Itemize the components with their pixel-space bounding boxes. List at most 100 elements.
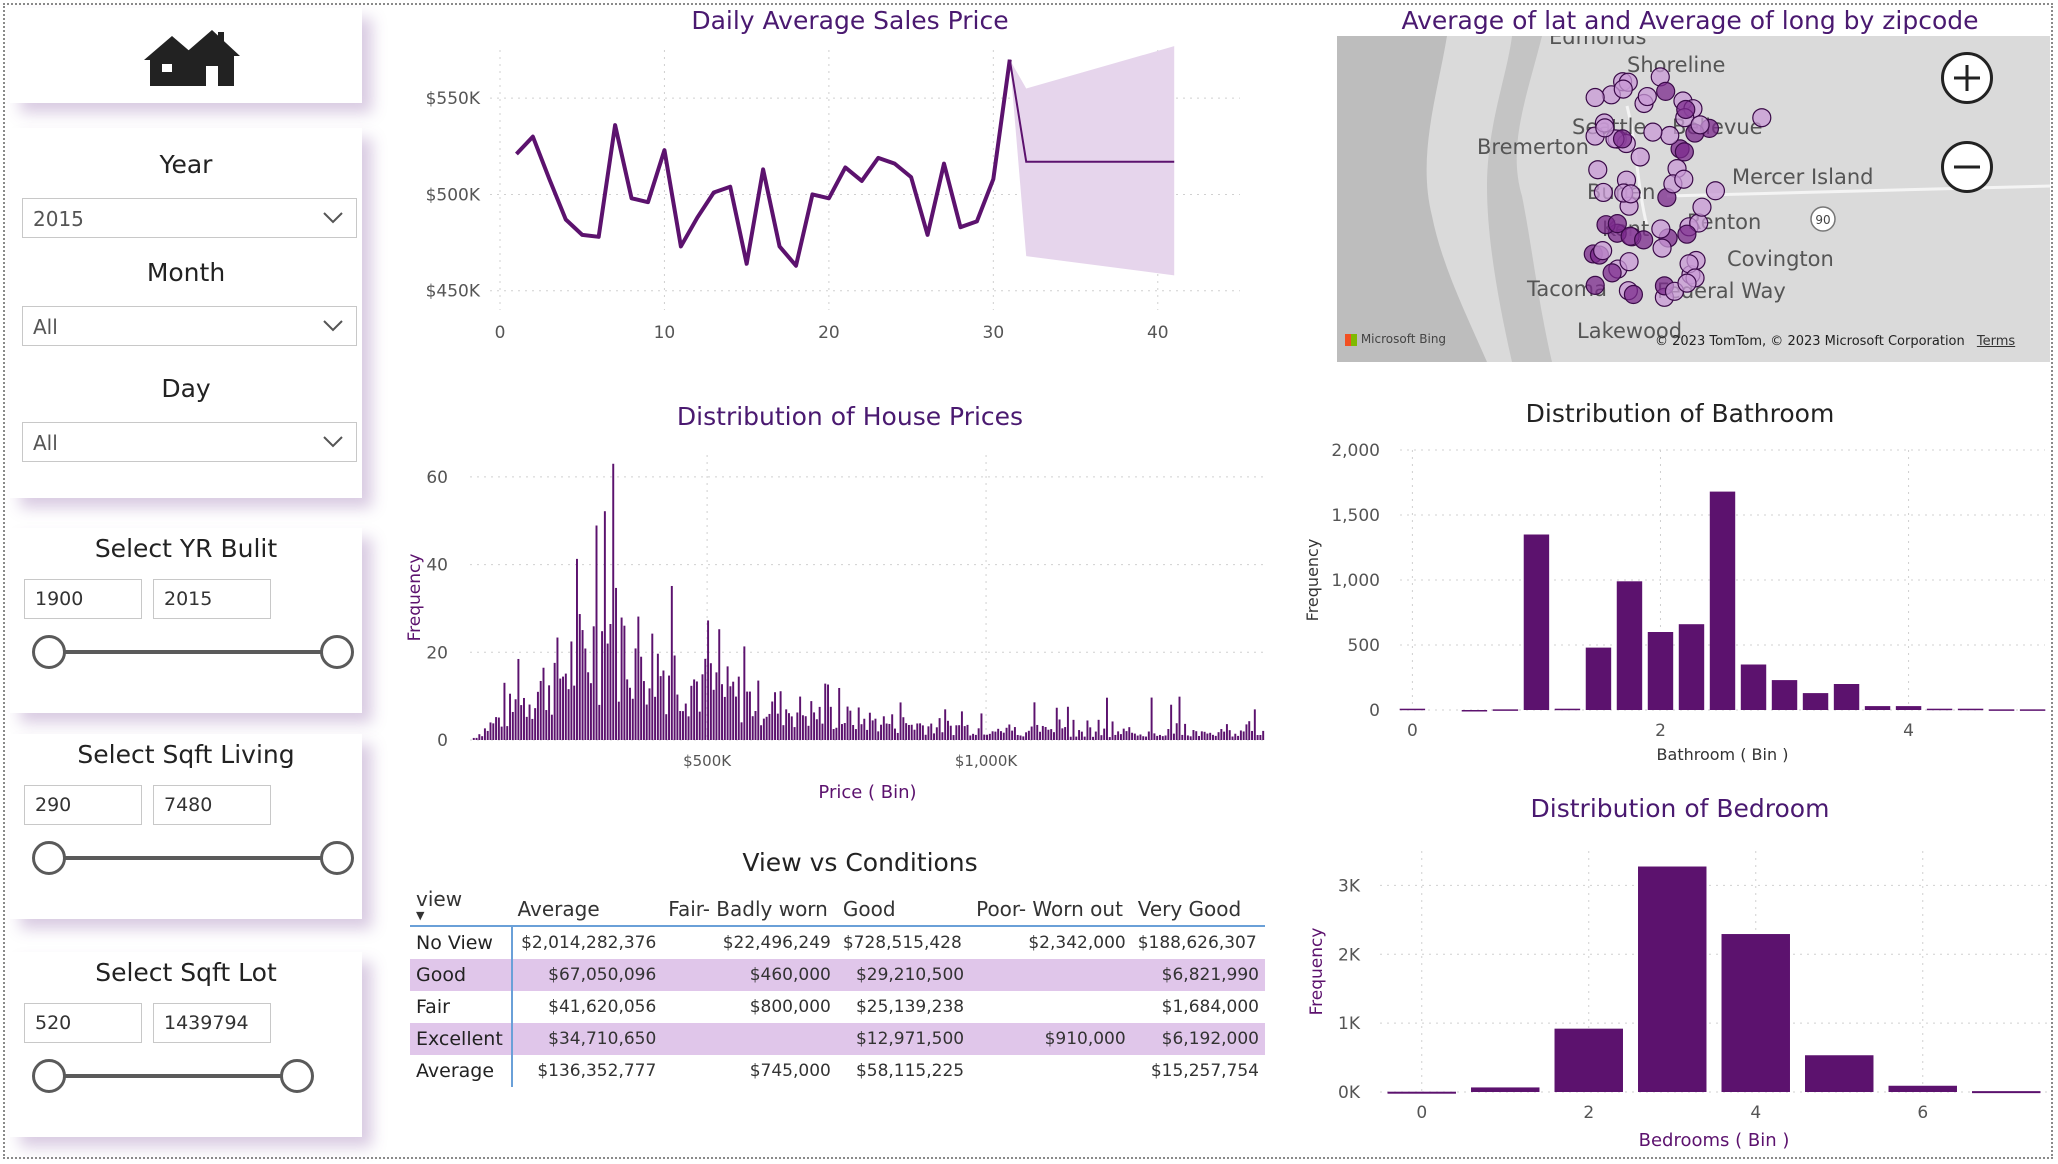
sort-descending-icon[interactable]: ▼ — [416, 909, 425, 922]
histogram-bar — [969, 735, 972, 740]
histogram-bar — [483, 728, 486, 740]
histogram-bar — [687, 716, 690, 740]
histogram-bar — [1214, 735, 1217, 740]
yr-built-slicer: Select YR Bulit 1900 2015 — [10, 528, 362, 713]
histogram-bar — [1025, 732, 1028, 740]
column-header-very-good[interactable]: Very Good — [1137, 897, 1242, 921]
zoom-out-button[interactable] — [1941, 141, 1993, 193]
month-dropdown[interactable]: All — [22, 306, 357, 346]
histogram-bar — [682, 711, 684, 740]
day-dropdown[interactable]: All — [22, 422, 357, 462]
histogram-bar — [567, 689, 570, 740]
yr-built-min-handle[interactable] — [32, 635, 66, 669]
histogram-bar — [475, 737, 478, 740]
x-axis-label: Bedrooms ( Bin ) — [1639, 1130, 1790, 1151]
histogram-bar — [1220, 729, 1223, 740]
map-terms-link[interactable]: Terms — [1976, 334, 2016, 349]
zipcode-point — [1623, 284, 1644, 305]
date-filter-card: Year 2015 Month All Day All — [10, 128, 362, 498]
column-header-average[interactable]: Average — [517, 897, 600, 921]
sqft-lot-max-input[interactable]: 1439794 — [153, 1003, 271, 1043]
sqft-lot-max-handle[interactable] — [280, 1059, 314, 1093]
histogram-bar — [584, 648, 587, 740]
histogram-bar — [670, 585, 673, 740]
histogram-bar — [606, 643, 609, 740]
histogram-bar — [601, 631, 604, 740]
histogram-bar — [648, 688, 651, 740]
bathroom-distribution-chart[interactable]: 0 500 1,000 1,500 2,000 0 2 4 Bathroom ( Bin ) Fr… — [1300, 432, 2050, 772]
histogram-bar — [1228, 730, 1231, 740]
histogram-bar — [799, 696, 802, 740]
zipcode-map[interactable]: EdmondsShorelineBremertonSeattleBellevue… — [1337, 36, 2050, 362]
zipcode-point — [1677, 224, 1697, 244]
bing-logo-mark — [1345, 333, 1357, 346]
sqft-living-min-input[interactable]: 290 — [24, 785, 142, 825]
sqft-living-max-handle[interactable] — [320, 841, 354, 875]
histogram-bar — [1053, 732, 1055, 740]
zoom-in-button[interactable] — [1941, 52, 1993, 104]
histogram-bar — [841, 724, 843, 740]
column-header-view[interactable]: view ▼ — [410, 877, 512, 926]
x-tick-label: 6 — [1917, 1103, 1928, 1123]
y-tick-label: $550K — [426, 89, 481, 109]
histogram-bar — [1064, 727, 1067, 740]
year-dropdown[interactable]: 2015 — [22, 198, 357, 238]
histogram-bar — [1164, 735, 1167, 740]
histogram-bar — [916, 723, 919, 740]
table-cell — [970, 991, 1132, 1023]
bedroom-distribution-chart[interactable]: 0K 1K 2K 3K 0 2 4 6 Bedrooms ( Bin ) Frequency — [1300, 826, 2050, 1158]
table-row[interactable]: Fair $41,620,056 $800,000 $25,139,238 $1… — [410, 991, 1265, 1023]
histogram-bar — [927, 726, 930, 740]
histogram-bar — [804, 716, 807, 740]
zipcode-point — [1637, 86, 1657, 107]
map-title: Average of lat and Average of long by zi… — [1401, 6, 1979, 35]
histogram-bar — [986, 734, 989, 740]
column-header-poor[interactable]: Poor- Worn out — [976, 897, 1123, 921]
histogram-bar — [1181, 734, 1184, 740]
table-row[interactable]: No View $2,014,282,376 $22,496,249 $728,… — [410, 926, 1265, 959]
bing-logo: Microsoft Bing — [1345, 332, 1446, 346]
histogram-bar — [980, 713, 983, 740]
histogram-bar — [1080, 731, 1083, 740]
histogram-bar — [1248, 721, 1251, 740]
histogram-bar — [729, 686, 732, 740]
table-row[interactable]: Average $136,352,777 $745,000 $58,115,22… — [410, 1055, 1265, 1087]
histogram-bar — [726, 666, 729, 740]
sqft-living-max-input[interactable]: 7480 — [153, 785, 271, 825]
zipcode-point — [1585, 275, 1605, 295]
histogram-bar — [701, 674, 704, 740]
map-canvas[interactable]: EdmondsShorelineBremertonSeattleBellevue… — [1337, 36, 2050, 362]
sqft-lot-min-handle[interactable] — [32, 1059, 66, 1093]
daily-price-line-chart[interactable]: $450K $500K $550K 0 10 20 30 40 — [390, 40, 1290, 360]
chevron-down-icon — [323, 320, 343, 332]
table-cell: $67,050,096 — [511, 959, 663, 991]
zipcode-point — [1677, 273, 1697, 293]
bathroom-bar — [1771, 680, 1798, 710]
histogram-bar — [941, 732, 944, 740]
histogram-bar — [709, 663, 712, 740]
yr-built-min-input[interactable]: 1900 — [24, 579, 142, 619]
histogram-bar — [832, 729, 835, 740]
histogram-bar — [955, 725, 958, 740]
histogram-bar — [620, 617, 623, 740]
histogram-bar — [1195, 731, 1198, 740]
table-row[interactable]: Good $67,050,096 $460,000 $29,210,500 $6… — [410, 959, 1265, 991]
histogram-bar — [531, 718, 534, 740]
histogram-bar — [1212, 734, 1214, 740]
yr-built-max-handle[interactable] — [320, 635, 354, 669]
sqft-lot-min-input[interactable]: 520 — [24, 1003, 142, 1043]
y-axis-label: Frequency — [1307, 928, 1327, 1016]
histogram-bar — [801, 715, 804, 740]
price-distribution-chart[interactable]: 0 20 40 60 $500K $1,000K Price ( Bin) Frequency — [390, 435, 1280, 805]
table-row[interactable]: Excellent $34,710,650 $12,971,500 $910,0… — [410, 1023, 1265, 1055]
histogram-bar — [1159, 734, 1161, 740]
histogram-bar — [1167, 729, 1170, 740]
column-header-good[interactable]: Good — [842, 897, 896, 921]
histogram-bar — [838, 687, 841, 740]
sqft-living-min-handle[interactable] — [32, 841, 66, 875]
histogram-bar — [1066, 706, 1069, 740]
histogram-bar — [559, 678, 562, 740]
column-header-fair[interactable]: Fair- Badly worn — [668, 897, 828, 921]
yr-built-max-input[interactable]: 2015 — [153, 579, 271, 619]
histogram-bar — [1002, 732, 1005, 740]
